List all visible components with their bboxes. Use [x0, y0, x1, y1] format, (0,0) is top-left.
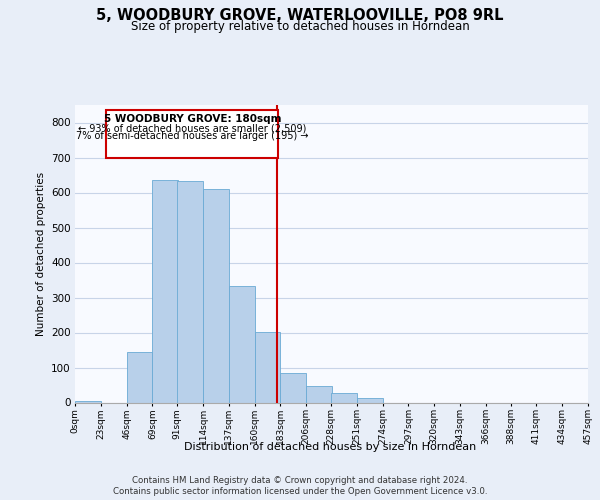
Bar — [306, 386, 332, 402]
Text: 5, WOODBURY GROVE, WATERLOOVILLE, PO8 9RL: 5, WOODBURY GROVE, WATERLOOVILLE, PO8 9R… — [96, 8, 504, 22]
FancyBboxPatch shape — [106, 110, 278, 158]
Bar — [331, 393, 357, 402]
Bar — [229, 286, 254, 403]
Text: 5 WOODBURY GROVE: 180sqm: 5 WOODBURY GROVE: 180sqm — [104, 114, 281, 124]
Text: Size of property relative to detached houses in Horndean: Size of property relative to detached ho… — [131, 20, 469, 33]
Bar — [254, 332, 280, 402]
Bar — [280, 373, 306, 402]
Text: Contains public sector information licensed under the Open Government Licence v3: Contains public sector information licen… — [113, 487, 487, 496]
Bar — [177, 182, 203, 402]
Text: 7% of semi-detached houses are larger (195) →: 7% of semi-detached houses are larger (1… — [76, 131, 308, 141]
Text: ← 93% of detached houses are smaller (2,509): ← 93% of detached houses are smaller (2,… — [78, 124, 307, 134]
Bar — [357, 398, 383, 402]
Text: Distribution of detached houses by size in Horndean: Distribution of detached houses by size … — [184, 442, 476, 452]
Y-axis label: Number of detached properties: Number of detached properties — [35, 172, 46, 336]
Bar — [203, 189, 229, 402]
Bar — [152, 180, 178, 402]
Bar — [127, 352, 152, 403]
Bar — [75, 401, 101, 402]
Text: Contains HM Land Registry data © Crown copyright and database right 2024.: Contains HM Land Registry data © Crown c… — [132, 476, 468, 485]
